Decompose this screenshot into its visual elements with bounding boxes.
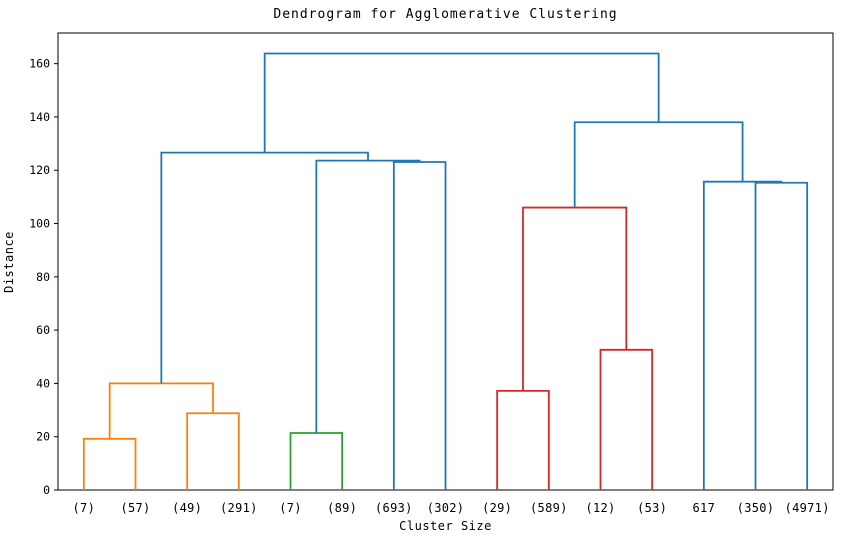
leaf-label: (291) (220, 501, 258, 515)
leaf-label: (89) (327, 501, 357, 515)
dendrogram-link (754, 181, 809, 490)
y-tick-label: 40 (36, 376, 50, 390)
dendrogram-link (263, 52, 660, 153)
leaf-label: (53) (637, 501, 667, 515)
leaf-label: 617 (693, 501, 716, 515)
dendrogram-link (160, 151, 369, 384)
y-tick-label: 120 (29, 163, 50, 177)
y-tick-label: 60 (36, 323, 50, 337)
dendrogram-link (702, 180, 783, 490)
y-tick-label: 100 (29, 217, 50, 231)
leaf-label: (350) (737, 501, 775, 515)
dendrogram-link (289, 432, 344, 490)
y-tick-label: 140 (29, 110, 50, 124)
dendrogram-link (573, 121, 744, 208)
dendrogram-link (496, 389, 550, 490)
dendrogram-link (186, 412, 240, 490)
y-tick-label: 160 (29, 57, 50, 71)
dendrogram-link (522, 206, 628, 391)
leaf-label: (12) (585, 501, 615, 515)
leaf-label: (693) (375, 501, 413, 515)
y-tick-label: 20 (36, 430, 50, 444)
leaf-label: (589) (530, 501, 568, 515)
dendrogram-link (82, 437, 137, 490)
dendrogram-link (108, 382, 214, 439)
dendrogram-link (599, 348, 654, 490)
dendrogram-link (315, 159, 421, 433)
dendrogram-link (392, 161, 447, 490)
leaf-label: (7) (73, 501, 96, 515)
leaf-label: (4971) (785, 501, 830, 515)
leaf-label: (29) (482, 501, 512, 515)
leaf-label: (49) (172, 501, 202, 515)
leaf-label: (302) (427, 501, 465, 515)
x-axis-label: Cluster Size (399, 519, 492, 533)
leaf-label: (57) (120, 501, 150, 515)
chart-title: Dendrogram for Agglomerative Clustering (273, 7, 618, 22)
y-tick-label: 0 (43, 483, 50, 497)
leaf-label: (7) (279, 501, 302, 515)
y-tick-label: 80 (36, 270, 50, 284)
